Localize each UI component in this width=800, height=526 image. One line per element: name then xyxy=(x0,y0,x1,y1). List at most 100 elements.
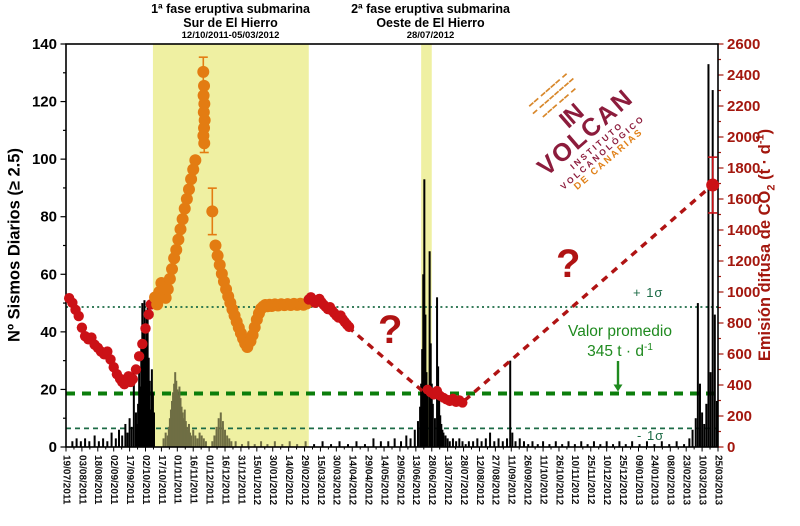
seismicity-bar xyxy=(405,435,408,447)
seismicity-bar xyxy=(173,383,176,447)
co2-dot xyxy=(73,310,84,322)
phase2-title: 2ª fase eruptiva submarina Oeste de El H… xyxy=(328,2,533,42)
seismicity-bar xyxy=(703,423,706,447)
x-tick-label: 29/05/2012 xyxy=(394,455,405,505)
seismicity-bar xyxy=(467,441,470,447)
seismicity-bar xyxy=(141,303,144,447)
seismicity-bar xyxy=(192,429,195,447)
seismicity-bar xyxy=(174,372,177,447)
seismicity-bar xyxy=(437,366,440,447)
seismicity-bar xyxy=(136,423,139,447)
seismicity-bar xyxy=(179,398,182,447)
seismicity-bar xyxy=(211,441,214,447)
seismicity-bar xyxy=(531,441,534,447)
seismicity-bar xyxy=(184,421,187,447)
seismicity-bar xyxy=(472,441,475,447)
seismicity-bar xyxy=(707,64,710,448)
seismicity-bar xyxy=(266,444,269,447)
plus-one-sigma-label: + 1σ xyxy=(633,285,664,300)
seismicity-bar xyxy=(433,418,436,447)
seismicity-bar xyxy=(696,303,699,447)
seismicity-bar xyxy=(561,444,564,447)
seismicity-bar xyxy=(476,438,479,447)
right-tick-label: 400 xyxy=(727,377,752,394)
x-tick-label: 16/12/2011 xyxy=(219,455,230,505)
seismicity-bar xyxy=(645,441,648,447)
seismicity-bar xyxy=(304,441,307,447)
seismicity-bar xyxy=(202,438,205,447)
seismicity-bar xyxy=(213,435,216,447)
seismicity-bar xyxy=(126,432,129,447)
co2-dot xyxy=(211,249,224,262)
co2-pre-eruption xyxy=(63,293,157,390)
x-tick-label: 09/01/2013 xyxy=(633,455,644,505)
seismicity-bar xyxy=(288,441,291,447)
right-tick-label: 200 xyxy=(727,408,752,425)
seismicity-bar xyxy=(363,444,366,447)
right-tick-label: 2200 xyxy=(727,98,760,115)
x-tick-label: 01/11/2011 xyxy=(172,455,183,504)
co2-dot xyxy=(140,323,151,334)
seismicity-bar xyxy=(247,441,250,447)
x-tick-label: 02/09/2011 xyxy=(108,455,119,505)
seismicity-bar xyxy=(393,438,396,447)
seismicity-bar xyxy=(586,444,589,447)
right-axis-title-close: ) xyxy=(756,128,775,135)
seismicity-bar xyxy=(694,418,697,447)
x-tick-label: 30/01/2012 xyxy=(267,455,278,505)
seismicity-bar xyxy=(166,435,169,447)
seismicity-bar xyxy=(660,441,663,447)
x-tick-label: 31/12/2011 xyxy=(235,455,246,505)
seismicity-bar xyxy=(439,415,442,447)
seismicity-bar xyxy=(506,438,509,447)
co2-post-phase-1 xyxy=(303,292,355,333)
seismicity-bar xyxy=(567,441,570,447)
seismicity-bar xyxy=(705,403,708,447)
seismicity-bars xyxy=(71,64,718,448)
x-tick-label: 11/09/2012 xyxy=(506,455,517,505)
seismicity-bar xyxy=(612,444,615,447)
declining-trend xyxy=(346,325,427,395)
seismicity-bar xyxy=(144,340,147,447)
phase2-title-line2: Oeste de El Hierro xyxy=(376,16,485,31)
seismicity-bar xyxy=(431,403,434,447)
x-tick-label: 27/08/2012 xyxy=(490,455,501,505)
seismicity-bar xyxy=(121,435,124,447)
x-tick-label: 15/01/2012 xyxy=(251,455,262,505)
co2-dot xyxy=(343,321,355,333)
right-tick-label: 2000 xyxy=(727,129,760,146)
seismicity-bar xyxy=(424,314,427,447)
seismicity-bar xyxy=(182,418,185,447)
co2-dot xyxy=(180,193,193,205)
seismicity-bar xyxy=(204,441,207,447)
seismicity-bar xyxy=(146,303,149,447)
seismicity-bar xyxy=(599,444,602,447)
co2-dot xyxy=(457,397,468,408)
right-tick-label: 1600 xyxy=(727,191,760,208)
mean-value-annotation-line2: 345 t · d-1 xyxy=(536,342,704,362)
seismicity-bar xyxy=(423,179,426,448)
seismicity-bar xyxy=(484,438,487,447)
seismicity-bar xyxy=(372,438,375,447)
seismicity-bar xyxy=(162,438,165,447)
x-tick-label: 02/10/2011 xyxy=(140,455,151,505)
mean-value-annotation-line1: Valor promedio xyxy=(568,323,672,340)
seismicity-bar xyxy=(461,441,464,447)
co2-dot xyxy=(130,364,142,375)
seismicity-bar xyxy=(190,435,193,447)
seismicity-bar xyxy=(691,429,694,447)
right-tick-label: 2600 xyxy=(727,36,760,53)
question-mark-declining: ? xyxy=(378,308,403,352)
seismicity-bar xyxy=(489,432,492,447)
seismicity-bar xyxy=(715,400,718,447)
seismicity-bar xyxy=(426,395,429,447)
seismicity-bar xyxy=(464,444,467,447)
x-tick-label: 03/08/2011 xyxy=(76,455,87,505)
right-axis-title: Emisión difusa de CO2 (t · d-1) xyxy=(755,129,778,361)
co2-dot xyxy=(76,322,88,333)
x-tick-label: 13/06/2012 xyxy=(410,455,421,505)
x-tick-label: 13/07/2012 xyxy=(442,455,453,505)
x-tick-label: 01/12/2011 xyxy=(203,455,214,505)
x-tick-label: 14/04/2012 xyxy=(347,455,358,505)
seismicity-bar xyxy=(430,383,433,447)
